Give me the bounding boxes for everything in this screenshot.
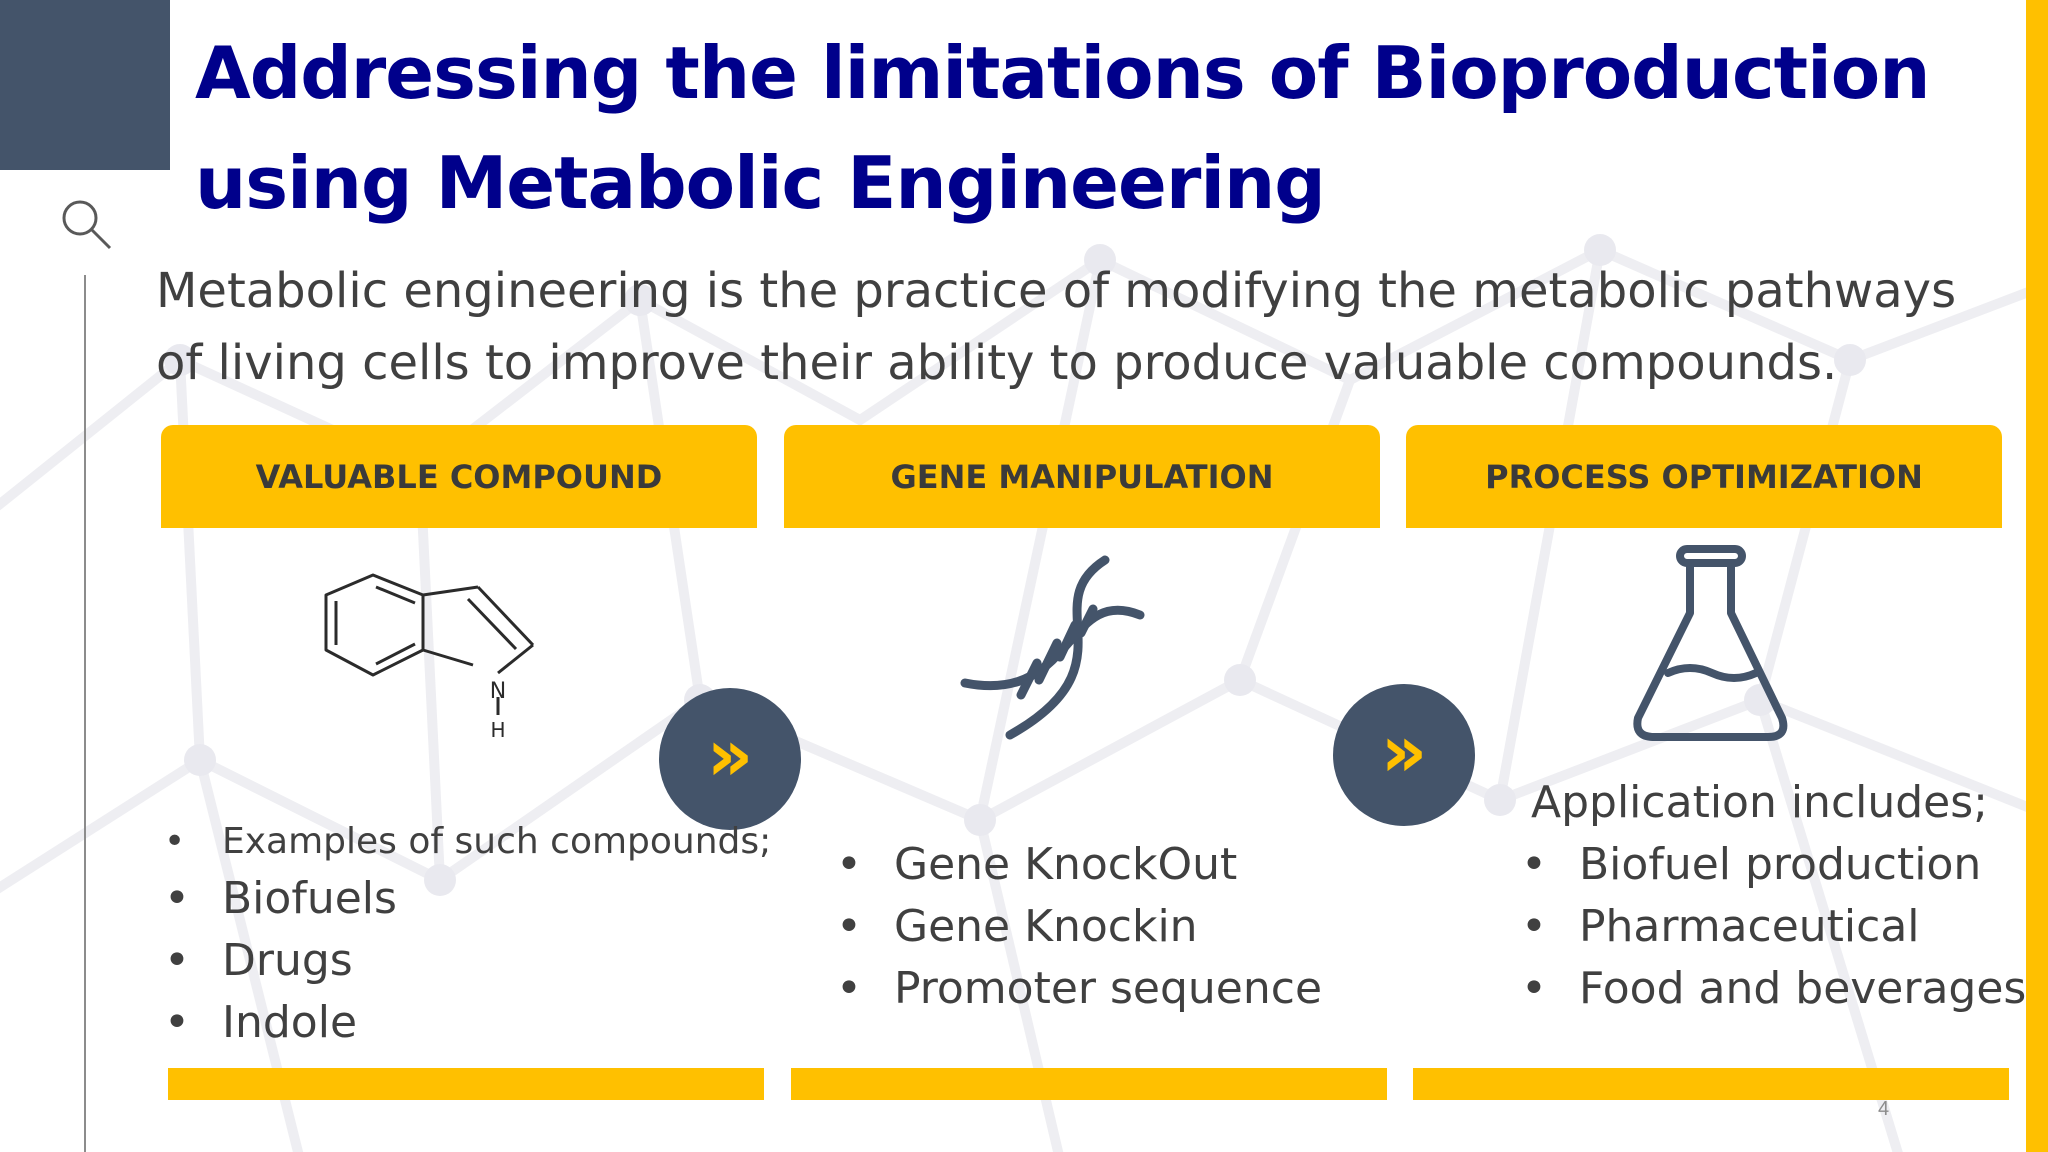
list-item-text: Promoter sequence (894, 963, 1323, 1014)
list-item-text: Indole (222, 997, 358, 1048)
next-arrow-circle-2: » (1333, 684, 1475, 826)
title-line-1: Addressing the limitations of Bioproduct… (195, 31, 1930, 115)
list-item: • Biofuels (164, 868, 771, 930)
compound-examples-list: • Examples of such compounds; • Biofuels… (164, 816, 772, 1054)
list-item-text: Pharmaceutical (1579, 901, 1920, 952)
atom-h-label: H (490, 718, 505, 742)
atom-n-label: N (490, 679, 506, 704)
list-item: • Indole (164, 992, 771, 1054)
next-arrow-circle-1: » (659, 688, 801, 830)
search-icon (62, 200, 112, 250)
list-item: • Drugs (164, 930, 771, 992)
header-label: GENE MANIPULATION (890, 457, 1274, 496)
header-valuable-compound: VALUABLE COMPOUND (161, 425, 757, 528)
applications-list: • Biofuel production • Pharmaceutical • … (1521, 834, 2027, 1020)
list-item: • Pharmaceutical (1521, 896, 2026, 958)
bullet-icon: • (836, 963, 862, 1014)
subtitle-line-1: Metabolic engineering is the practice of… (156, 263, 1957, 319)
dna-helix-icon (960, 555, 1145, 740)
list-item: • Biofuel production (1521, 834, 2026, 896)
list-item-text: Drugs (222, 935, 353, 986)
applications-intro: Application includes; (1531, 777, 1988, 828)
subtitle-line-2: of living cells to improve their ability… (156, 335, 1838, 391)
header-label: VALUABLE COMPOUND (255, 457, 663, 496)
double-chevron-right-icon: » (706, 713, 754, 797)
bullet-icon: • (1521, 839, 1547, 890)
bullet-icon: • (164, 935, 190, 986)
header-process-optimization: PROCESS OPTIMIZATION (1406, 425, 2002, 528)
list-item-text: Examples of such compounds; (222, 821, 772, 862)
footer-bar-2 (791, 1068, 1387, 1100)
footer-bar-3 (1413, 1068, 2009, 1100)
list-item-text: Biofuel production (1579, 839, 1982, 890)
slide-subtitle: Metabolic engineering is the practice of… (156, 255, 2016, 399)
left-divider-line (84, 275, 86, 1152)
list-item-text: Gene Knockin (894, 901, 1198, 952)
list-item-text: Biofuels (222, 873, 397, 924)
gene-manipulation-list: • Gene KnockOut • Gene Knockin • Promote… (836, 834, 1323, 1020)
bullet-icon: • (836, 901, 862, 952)
footer-bar-1 (168, 1068, 764, 1100)
list-item-text: Food and beverages (1579, 963, 2027, 1014)
list-item: • Gene KnockOut (836, 834, 1322, 896)
bullet-icon: • (164, 997, 190, 1048)
slide-title: Addressing the limitations of Bioproduct… (195, 18, 1975, 238)
corner-accent-block (0, 0, 170, 170)
list-item: • Examples of such compounds; (164, 816, 772, 868)
list-item: • Food and beverages (1521, 958, 2027, 1020)
header-gene-manipulation: GENE MANIPULATION (784, 425, 1380, 528)
bullet-icon: • (164, 873, 190, 924)
flask-icon (1633, 545, 1788, 741)
bullet-icon: • (1521, 901, 1547, 952)
indole-structure-icon: N H (324, 573, 535, 742)
right-accent-bar (2026, 0, 2048, 1152)
header-label: PROCESS OPTIMIZATION (1485, 457, 1923, 496)
list-item: • Gene Knockin (836, 896, 1322, 958)
bullet-icon: • (836, 839, 862, 890)
page-number: 4 (1878, 1098, 1890, 1120)
bullet-icon: • (1521, 963, 1547, 1014)
double-chevron-right-icon: » (1380, 709, 1428, 793)
title-line-2: using Metabolic Engineering (195, 141, 1326, 225)
list-item-text: Gene KnockOut (894, 839, 1238, 890)
list-item: • Promoter sequence (836, 958, 1323, 1020)
bullet-icon: • (164, 821, 186, 862)
